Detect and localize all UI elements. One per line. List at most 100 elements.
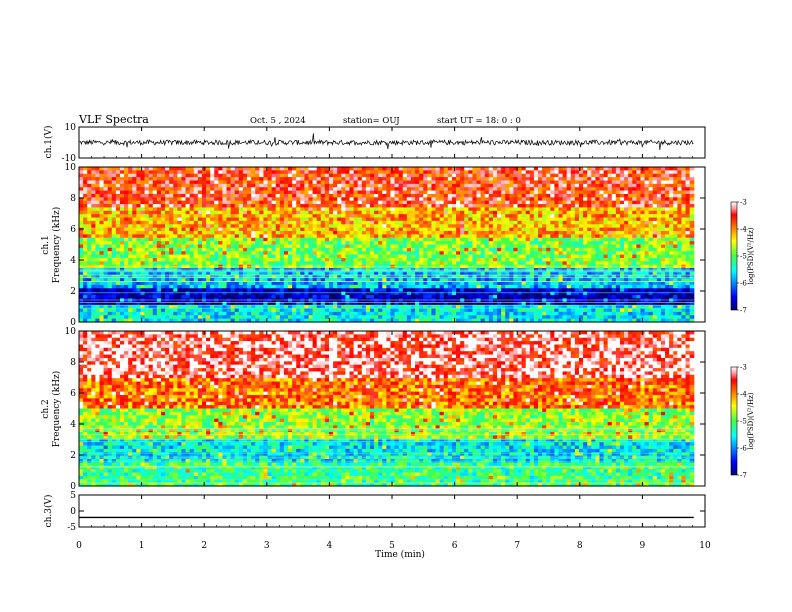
spectrogram-cell	[374, 237, 379, 242]
spectrogram-cell	[533, 214, 539, 219]
spectrogram-cell	[140, 170, 146, 175]
spectrogram-cell	[640, 244, 646, 249]
spectrogram-cell	[308, 177, 314, 182]
spectrogram-cell	[595, 173, 601, 178]
spectrogram-cell	[419, 261, 424, 266]
spectrogram-cell	[439, 217, 445, 222]
spectrogram-cell	[525, 214, 531, 219]
spectrogram-cell	[87, 220, 92, 225]
spectrogram-cell	[624, 274, 629, 279]
spectrogram-cell	[652, 170, 658, 175]
spectrogram-cell	[644, 207, 650, 212]
spectrogram-cell	[431, 274, 437, 279]
spectrogram-cell	[324, 214, 330, 219]
spectrogram-cell	[79, 187, 84, 192]
spectrogram-cell	[95, 257, 101, 262]
spectrogram-cell	[144, 231, 150, 235]
spectrogram-cell	[497, 274, 502, 279]
spectrogram-cell	[160, 224, 166, 229]
spectrogram-cell	[271, 261, 277, 266]
spectrogram-cell	[660, 193, 666, 198]
spectrogram-cell	[447, 247, 453, 252]
spectrogram-cell	[402, 274, 408, 279]
spectrogram-cell	[259, 244, 265, 249]
spectrogram-cell	[578, 234, 584, 239]
spectrogram-cell	[501, 257, 506, 262]
spectrogram-cell	[611, 247, 617, 252]
spectrogram-cell	[484, 274, 490, 279]
spectrogram-cell	[177, 257, 183, 262]
spectrogram-cell	[357, 190, 363, 195]
spectrogram-cell	[218, 244, 224, 249]
spectrogram-cell	[83, 187, 88, 192]
spectrogram-cell	[230, 173, 236, 178]
spectrogram-cell	[472, 197, 478, 202]
spectrogram-cell	[79, 173, 84, 178]
spectrogram-cell	[570, 251, 576, 256]
spectrogram-cell	[640, 197, 646, 202]
spectrogram-cell	[87, 183, 92, 188]
spectrogram-cell	[210, 271, 215, 276]
spectrogram-cell	[288, 237, 293, 242]
spectrogram-cell	[288, 190, 293, 195]
spectrogram-cell	[328, 193, 334, 198]
spectrogram-cell	[259, 167, 265, 171]
spectrogram-cell	[140, 217, 146, 222]
spectrogram-cell	[206, 220, 211, 225]
spectrogram-cell	[91, 234, 96, 239]
spectrogram-cell	[439, 261, 445, 266]
spectrogram-cell	[374, 210, 379, 215]
spectrogram-cell	[124, 167, 129, 171]
spectrogram-cell	[427, 271, 433, 276]
spectrogram-cell	[185, 177, 191, 182]
spectrogram-cell	[292, 227, 297, 232]
spectrogram-cell	[566, 217, 572, 222]
spectrogram-cell	[288, 220, 293, 225]
spectrogram-cell	[279, 187, 285, 192]
spectrogram-cell	[460, 227, 465, 232]
spectrogram-cell	[349, 251, 355, 256]
spectrogram-cell	[333, 234, 338, 239]
spectrogram-cell	[365, 220, 371, 225]
spectrogram-cell	[292, 254, 297, 259]
spectrogram-cell	[83, 173, 88, 178]
spectrogram-cell	[525, 261, 531, 266]
spectrogram-cell	[333, 241, 338, 246]
spectrogram-cell	[259, 234, 265, 239]
spectrogram-cell	[562, 231, 568, 235]
spectrogram-cell	[431, 220, 437, 225]
spectrogram-cell	[517, 244, 523, 249]
spectrogram-cell	[103, 183, 109, 188]
spectrogram-cell	[238, 167, 244, 171]
spectrogram-cell	[619, 274, 625, 279]
spectrogram-cell	[222, 214, 228, 219]
spectrogram-cell	[533, 234, 539, 239]
spectrogram-cell	[349, 274, 355, 279]
spectrogram-cell	[328, 190, 334, 195]
spectrogram-cell	[665, 220, 670, 225]
spectrogram-cell	[222, 237, 228, 242]
spectrogram-cell	[271, 244, 277, 249]
spectrogram-cell	[669, 254, 674, 259]
spectrogram-cell	[636, 224, 642, 229]
spectrogram-cell	[595, 170, 601, 175]
spectrogram-cell	[583, 254, 588, 259]
spectrogram-cell	[308, 197, 314, 202]
spectrogram-cell	[304, 254, 310, 259]
spectrogram-cell	[210, 187, 215, 192]
spectrogram-cell	[83, 244, 88, 249]
spectrogram-cell	[562, 237, 568, 242]
spectrogram-cell	[378, 251, 383, 256]
spectrogram-cell	[464, 214, 469, 219]
spectrogram-cell	[251, 227, 256, 232]
spectrogram-cell	[611, 217, 617, 222]
spectrogram-cell	[169, 271, 174, 276]
spectrogram-cell	[415, 180, 420, 185]
spectrogram-cell	[111, 271, 117, 276]
spectrogram-cell	[394, 197, 400, 202]
spectrogram-cell	[386, 197, 392, 202]
spectrogram-cell	[185, 183, 191, 188]
spectrogram-cell	[279, 261, 285, 266]
spectrogram-cell	[304, 190, 310, 195]
spectrogram-cell	[296, 247, 301, 252]
